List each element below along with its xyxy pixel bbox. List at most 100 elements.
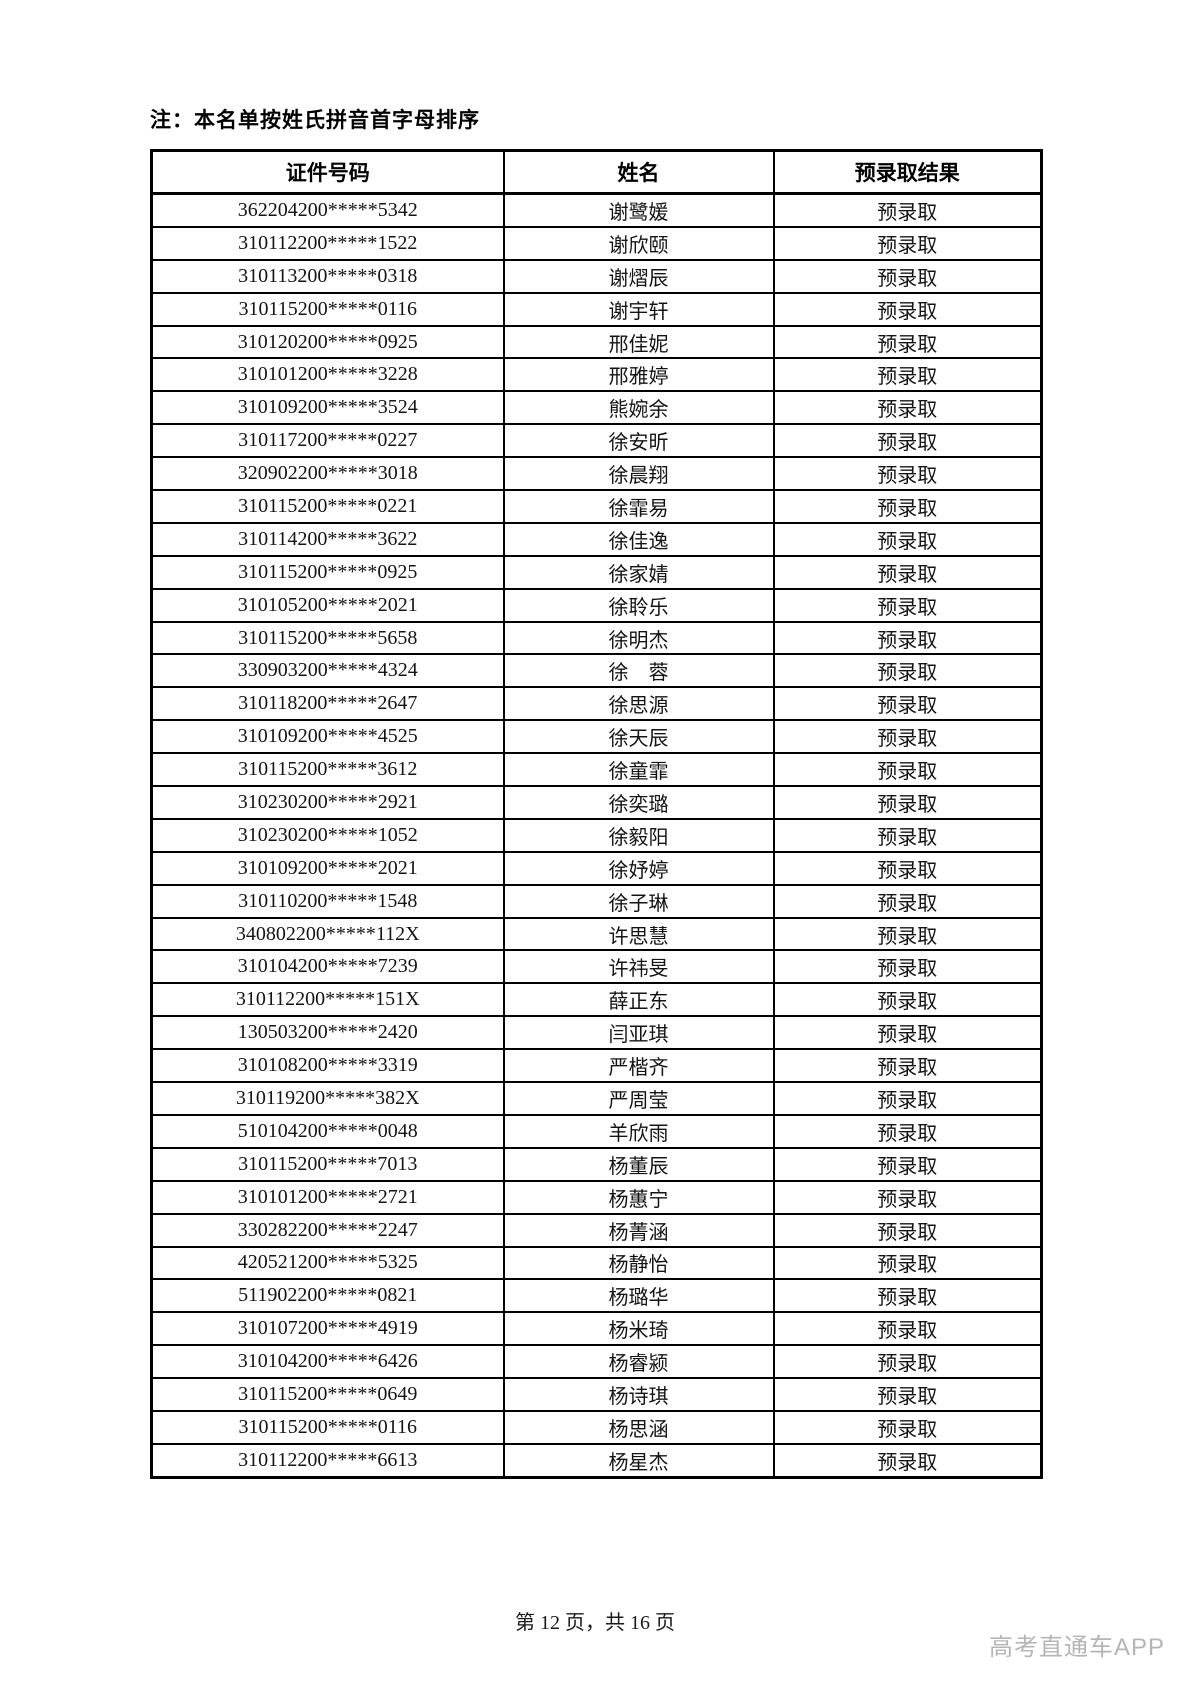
- name-cell: 杨诗琪: [502, 1377, 775, 1412]
- result-cell: 预录取: [772, 883, 1043, 919]
- id-number-cell: 340802200*****112X: [150, 916, 505, 952]
- table-row: 130503200*****2420 闫亚琪 预录取: [150, 1015, 1043, 1051]
- table-row: 310104200*****7239 许祎旻 预录取: [150, 949, 1043, 985]
- table-row: 310115200*****0925 徐家婧 预录取: [150, 554, 1043, 590]
- name-cell: 熊婉余: [502, 390, 775, 426]
- name-cell: 徐童霏: [502, 752, 775, 788]
- page-number: 第 12 页，共 16 页: [515, 1612, 675, 1634]
- table-row: 310115200*****3612 徐童霏 预录取: [150, 752, 1043, 788]
- result-cell: 预录取: [772, 423, 1043, 459]
- name-cell: 徐家婧: [502, 554, 775, 590]
- id-number-cell: 310109200*****4525: [150, 719, 505, 755]
- table-row: 310110200*****1548 徐子琳 预录取: [150, 883, 1043, 919]
- id-number-cell: 310114200*****3622: [150, 521, 505, 557]
- table-row: 320902200*****3018 徐晨翔 预录取: [150, 456, 1043, 492]
- table-row: 310112200*****1522 谢欣颐 预录取: [150, 225, 1043, 261]
- result-cell: 预录取: [772, 982, 1043, 1018]
- name-cell: 许祎旻: [502, 949, 775, 985]
- name-cell: 徐奕璐: [502, 785, 775, 820]
- result-cell: 预录取: [772, 225, 1043, 261]
- id-number-cell: 420521200*****5325: [150, 1245, 505, 1281]
- result-cell: 预录取: [772, 850, 1043, 886]
- id-number-cell: 310101200*****2721: [150, 1179, 505, 1215]
- id-number-cell: 310108200*****3319: [150, 1048, 505, 1084]
- name-cell: 羊欣雨: [502, 1113, 775, 1149]
- name-cell: 杨睿颍: [502, 1344, 775, 1380]
- table-row: 310105200*****2021 徐聆乐 预录取: [150, 587, 1043, 623]
- id-number-cell: 310115200*****0221: [150, 489, 505, 524]
- table-body: 362204200*****5342 谢鹭媛 预录取 310112200*****15…: [150, 192, 1043, 1479]
- name-cell: 徐聆乐: [502, 587, 775, 623]
- table-row: 310118200*****2647 徐思源 预录取: [150, 686, 1043, 722]
- id-number-cell: 310104200*****7239: [150, 949, 505, 985]
- result-cell: 预录取: [772, 489, 1043, 524]
- id-number-cell: 330903200*****4324: [150, 653, 505, 689]
- result-cell: 预录取: [772, 554, 1043, 590]
- result-cell: 预录取: [772, 1048, 1043, 1084]
- id-number-cell: 320902200*****3018: [150, 456, 505, 492]
- table-row: 310107200*****4919 杨米琦 预录取: [150, 1311, 1043, 1347]
- result-cell: 预录取: [772, 1113, 1043, 1149]
- result-cell: 预录取: [772, 1278, 1043, 1314]
- id-number-cell: 310119200*****382X: [150, 1081, 505, 1116]
- result-cell: 预录取: [772, 752, 1043, 788]
- id-number-cell: 310115200*****0116: [150, 291, 505, 327]
- table-row: 511902200*****0821 杨璐华 预录取: [150, 1278, 1043, 1314]
- id-number-cell: 130503200*****2420: [150, 1015, 505, 1051]
- id-number-cell: 310230200*****2921: [150, 785, 505, 820]
- id-number-cell: 310109200*****2021: [150, 850, 505, 886]
- result-cell: 预录取: [772, 1409, 1043, 1445]
- id-number-cell: 310117200*****0227: [150, 423, 505, 459]
- id-number-cell: 362204200*****5342: [150, 192, 505, 228]
- name-cell: 杨米琦: [502, 1311, 775, 1347]
- table-row: 310108200*****3319 严楷齐 预录取: [150, 1048, 1043, 1084]
- result-cell: 预录取: [772, 258, 1043, 294]
- name-cell: 谢鹭媛: [502, 192, 775, 228]
- result-cell: 预录取: [772, 1015, 1043, 1051]
- name-cell: 谢熠辰: [502, 258, 775, 294]
- id-number-cell: 310112200*****1522: [150, 225, 505, 261]
- result-cell: 预录取: [772, 1311, 1043, 1347]
- table-row: 310120200*****0925 邢佳妮 预录取: [150, 324, 1043, 360]
- id-number-cell: 310115200*****0649: [150, 1377, 505, 1412]
- id-number-cell: 310104200*****6426: [150, 1344, 505, 1380]
- table-row: 310101200*****2721 杨蕙宁 预录取: [150, 1179, 1043, 1215]
- id-number-cell: 310115200*****7013: [150, 1146, 505, 1182]
- name-cell: 徐晨翔: [502, 456, 775, 492]
- id-number-cell: 310115200*****5658: [150, 620, 505, 656]
- result-cell: 预录取: [772, 192, 1043, 228]
- name-cell: 杨思涵: [502, 1409, 775, 1445]
- name-cell: 杨璐华: [502, 1278, 775, 1314]
- table-row: 340802200*****112X 许思慧 预录取: [150, 916, 1043, 952]
- table-row: 330903200*****4324 徐 蓉预录取: [150, 653, 1043, 689]
- result-cell: 预录取: [772, 1344, 1043, 1380]
- result-cell: 预录取: [772, 686, 1043, 722]
- table-row: 310230200*****2921 徐奕璐 预录取: [150, 785, 1043, 820]
- id-number-cell: 310101200*****3228: [150, 357, 505, 393]
- sort-note: 注：本名单按姓氏拼音首字母排序: [150, 109, 480, 132]
- header-row: 证件号码 姓名 预录取结果: [150, 149, 1043, 195]
- result-cell: 预录取: [772, 1081, 1043, 1116]
- header-id-number: 证件号码: [150, 149, 505, 195]
- table-row: 310119200*****382X 严周莹 预录取: [150, 1081, 1043, 1116]
- table-row: 310112200*****6613 杨星杰 预录取: [150, 1442, 1043, 1479]
- table-row: 310115200*****5658 徐明杰 预录取: [150, 620, 1043, 656]
- table-row: 310115200*****0116 谢宇轩 预录取: [150, 291, 1043, 327]
- name-cell: 徐霏易: [502, 489, 775, 524]
- table-row: 310230200*****1052 徐毅阳 预录取: [150, 817, 1043, 853]
- result-cell: 预录取: [772, 291, 1043, 327]
- name-cell: 杨静怡: [502, 1245, 775, 1281]
- result-cell: 预录取: [772, 916, 1043, 952]
- result-cell: 预录取: [772, 521, 1043, 557]
- name-cell: 邢佳妮: [502, 324, 775, 360]
- table-row: 310109200*****3524 熊婉余 预录取: [150, 390, 1043, 426]
- id-number-cell: 310115200*****3612: [150, 752, 505, 788]
- id-number-cell: 310112200*****6613: [150, 1442, 505, 1479]
- table-row: 310109200*****4525 徐天辰 预录取: [150, 719, 1043, 755]
- name-cell: 闫亚琪: [502, 1015, 775, 1051]
- table-row: 310117200*****0227 徐安昕 预录取: [150, 423, 1043, 459]
- table-row: 310114200*****3622 徐佳逸 预录取: [150, 521, 1043, 557]
- id-number-cell: 310107200*****4919: [150, 1311, 505, 1347]
- id-number-cell: 330282200*****2247: [150, 1212, 505, 1248]
